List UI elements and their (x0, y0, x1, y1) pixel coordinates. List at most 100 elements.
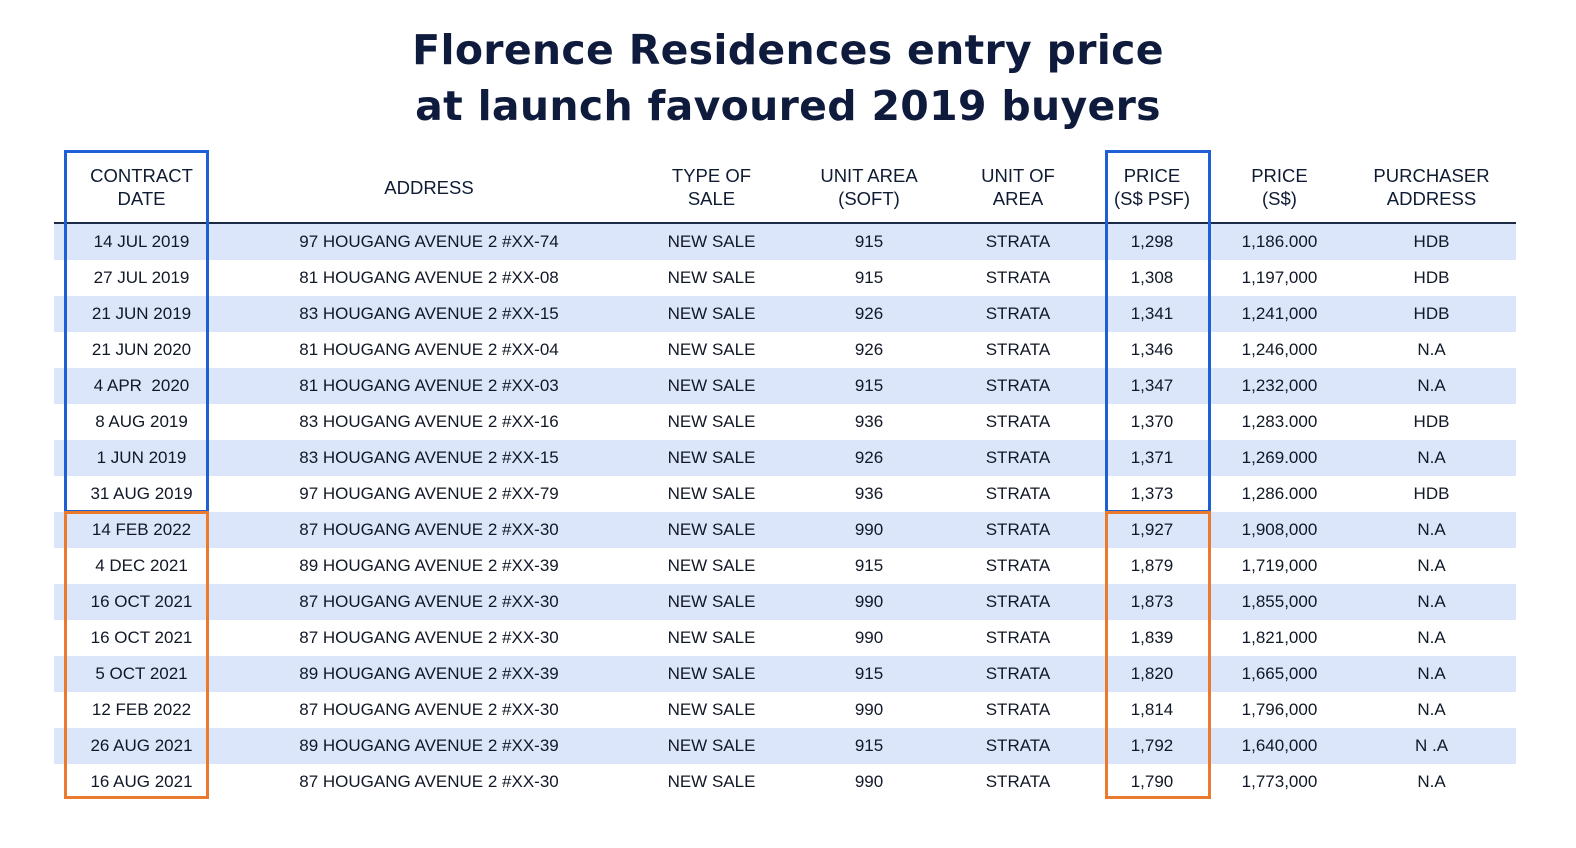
column-header-type-of-sale: TYPE OF SALE (629, 152, 794, 224)
cell-purchaser-address: N.A (1347, 548, 1516, 584)
cell-unit-of-area: STRATA (944, 728, 1092, 764)
cell-contract-date: 16 OCT 2021 (54, 584, 229, 620)
cell-purchaser-address: N.A (1347, 368, 1516, 404)
cell-unit-of-area: STRATA (944, 548, 1092, 584)
cell-address: 81 HOUGANG AVENUE 2 #XX-03 (229, 368, 629, 404)
title-line-1: Florence Residences entry price (412, 26, 1164, 74)
column-header-purchaser-address: PURCHASER ADDRESS (1347, 152, 1516, 224)
cell-price-psf: 1,879 (1092, 548, 1212, 584)
column-header-unit-of-area: UNIT OF AREA (944, 152, 1092, 224)
table-row: 16 OCT 2021 87 HOUGANG AVENUE 2 #XX-30 NEW… (54, 584, 1516, 620)
cell-unit-area: 990 (794, 620, 944, 656)
cell-purchaser-address: HDB (1347, 223, 1516, 260)
cell-type-of-sale: NEW SALE (629, 728, 794, 764)
cell-type-of-sale: NEW SALE (629, 692, 794, 728)
cell-type-of-sale: NEW SALE (629, 512, 794, 548)
cell-purchaser-address: N.A (1347, 620, 1516, 656)
cell-price-psf: 1,308 (1092, 260, 1212, 296)
header-line: UNIT AREA (820, 165, 918, 186)
cell-unit-area: 936 (794, 476, 944, 512)
cell-price-psf: 1,371 (1092, 440, 1212, 476)
header-row: CONTRACT DATE ADDRESS TYPE OF SALE UNIT AREA(… (54, 152, 1516, 224)
cell-purchaser-address: N.A (1347, 656, 1516, 692)
cell-purchaser-address: N.A (1347, 512, 1516, 548)
cell-unit-of-area: STRATA (944, 584, 1092, 620)
cell-type-of-sale: NEW SALE (629, 260, 794, 296)
cell-type-of-sale: NEW SALE (629, 368, 794, 404)
cell-unit-area: 926 (794, 332, 944, 368)
table-row: 14 FEB 2022 87 HOUGANG AVENUE 2 #XX-30 NEW… (54, 512, 1516, 548)
cell-purchaser-address: HDB (1347, 476, 1516, 512)
transactions-table: CONTRACT DATE ADDRESS TYPE OF SALE UNIT AREA(… (54, 152, 1516, 800)
cell-purchaser-address: N.A (1347, 692, 1516, 728)
header-line: ADDRESS (1386, 188, 1477, 209)
cell-unit-area: 915 (794, 223, 944, 260)
header-line: (S$) (1262, 188, 1297, 209)
cell-price-psf: 1,873 (1092, 584, 1212, 620)
cell-unit-of-area: STRATA (944, 476, 1092, 512)
cell-price: 1,908,000 (1212, 512, 1347, 548)
cell-price: 1,232,000 (1212, 368, 1347, 404)
table-row: 5 OCT 2021 89 HOUGANG AVENUE 2 #XX-39 NEW … (54, 656, 1516, 692)
table-row: 16 AUG 2021 87 HOUGANG AVENUE 2 #XX-30 NEW… (54, 764, 1516, 800)
cell-address: 97 HOUGANG AVENUE 2 #XX-74 (229, 223, 629, 260)
table-row: 31 AUG 2019 97 HOUGANG AVENUE 2 #XX-79 NEW… (54, 476, 1516, 512)
cell-contract-date: 16 OCT 2021 (54, 620, 229, 656)
cell-price: 1,186.000 (1212, 223, 1347, 260)
cell-type-of-sale: NEW SALE (629, 296, 794, 332)
cell-purchaser-address: N.A (1347, 584, 1516, 620)
cell-unit-of-area: STRATA (944, 260, 1092, 296)
header-line: PRICE (1123, 165, 1181, 186)
cell-unit-area: 915 (794, 656, 944, 692)
cell-price: 1,719,000 (1212, 548, 1347, 584)
table-row: 26 AUG 2021 89 HOUGANG AVENUE 2 #XX-39 NEW… (54, 728, 1516, 764)
cell-type-of-sale: NEW SALE (629, 476, 794, 512)
cell-price-psf: 1,927 (1092, 512, 1212, 548)
cell-unit-of-area: STRATA (944, 512, 1092, 548)
page-title: Florence Residences entry price at launc… (0, 22, 1576, 134)
table-header: CONTRACT DATE ADDRESS TYPE OF SALE UNIT AREA(… (54, 152, 1516, 224)
cell-purchaser-address: N.A (1347, 332, 1516, 368)
cell-contract-date: 4 APR 2020 (54, 368, 229, 404)
cell-price-psf: 1,790 (1092, 764, 1212, 800)
cell-unit-area: 915 (794, 260, 944, 296)
header-line: PURCHASER (1373, 165, 1490, 186)
cell-contract-date: 21 JUN 2020 (54, 332, 229, 368)
cell-address: 87 HOUGANG AVENUE 2 #XX-30 (229, 620, 629, 656)
header-line: AREA (992, 188, 1044, 209)
table-row: 4 APR 2020 81 HOUGANG AVENUE 2 #XX-03 NEW … (54, 368, 1516, 404)
table-row: 12 FEB 2022 87 HOUGANG AVENUE 2 #XX-30 NEW… (54, 692, 1516, 728)
cell-purchaser-address: N.A (1347, 764, 1516, 800)
table-row: 4 DEC 2021 89 HOUGANG AVENUE 2 #XX-39 NEW … (54, 548, 1516, 584)
cell-type-of-sale: NEW SALE (629, 620, 794, 656)
cell-unit-of-area: STRATA (944, 764, 1092, 800)
cell-price: 1,640,000 (1212, 728, 1347, 764)
cell-price: 1,796,000 (1212, 692, 1347, 728)
table-row: 27 JUL 2019 81 HOUGANG AVENUE 2 #XX-08 NEW… (54, 260, 1516, 296)
table-row: 1 JUN 2019 83 HOUGANG AVENUE 2 #XX-15 NEW … (54, 440, 1516, 476)
cell-type-of-sale: NEW SALE (629, 332, 794, 368)
cell-unit-of-area: STRATA (944, 368, 1092, 404)
table-row: 16 OCT 2021 87 HOUGANG AVENUE 2 #XX-30 NEW… (54, 620, 1516, 656)
cell-address: 89 HOUGANG AVENUE 2 #XX-39 (229, 656, 629, 692)
cell-unit-area: 926 (794, 296, 944, 332)
cell-price: 1,821,000 (1212, 620, 1347, 656)
cell-address: 81 HOUGANG AVENUE 2 #XX-08 (229, 260, 629, 296)
cell-type-of-sale: NEW SALE (629, 404, 794, 440)
cell-price-psf: 1,341 (1092, 296, 1212, 332)
cell-type-of-sale: NEW SALE (629, 584, 794, 620)
cell-unit-area: 990 (794, 584, 944, 620)
column-header-price: PRICE (S$) (1212, 152, 1347, 224)
cell-address: 87 HOUGANG AVENUE 2 #XX-30 (229, 584, 629, 620)
cell-unit-area: 915 (794, 368, 944, 404)
cell-price-psf: 1,792 (1092, 728, 1212, 764)
cell-address: 83 HOUGANG AVENUE 2 #XX-15 (229, 296, 629, 332)
cell-purchaser-address: N .A (1347, 728, 1516, 764)
cell-price-psf: 1,839 (1092, 620, 1212, 656)
cell-unit-of-area: STRATA (944, 440, 1092, 476)
cell-contract-date: 16 AUG 2021 (54, 764, 229, 800)
header-line: ADDRESS (384, 176, 474, 198)
cell-price: 1,241,000 (1212, 296, 1347, 332)
cell-contract-date: 4 DEC 2021 (54, 548, 229, 584)
cell-unit-of-area: STRATA (944, 332, 1092, 368)
